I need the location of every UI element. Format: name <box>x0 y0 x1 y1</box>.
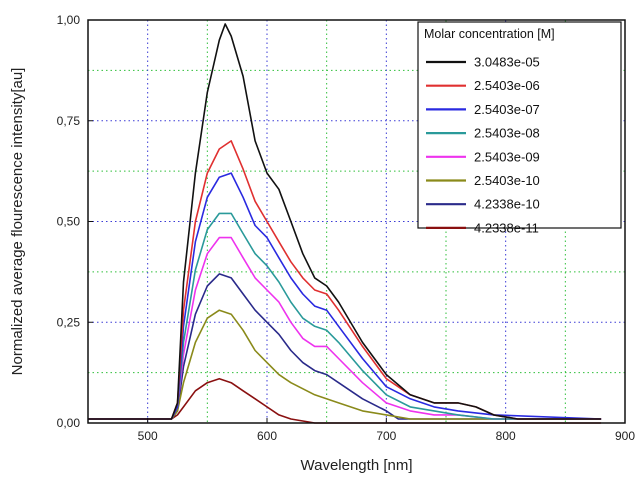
legend-label: 4.2338e-10 <box>474 197 540 212</box>
legend-label: 2.5403e-09 <box>474 149 540 164</box>
legend-label: 2.5403e-06 <box>474 78 540 93</box>
legend-title: Molar concentration [M] <box>424 27 555 41</box>
legend-label: 2.5403e-08 <box>474 126 540 141</box>
x-tick-label: 500 <box>138 429 158 443</box>
y-axis-title: Normalized average flourescence intensit… <box>9 68 26 376</box>
legend-box <box>417 21 622 229</box>
series-line <box>88 23 602 420</box>
y-tick-label: 1,00 <box>57 13 81 27</box>
y-tick-label: 0,25 <box>57 315 81 329</box>
series-line <box>88 273 602 420</box>
legend-label: 4.2338e-11 <box>474 220 539 235</box>
axis-ticks: 500 600 700 800 900 0,00 0,25 0,50 0,75 1,00 <box>57 13 636 443</box>
x-axis-title: Wavelength [nm] <box>301 457 413 474</box>
y-tick-label: 0,50 <box>57 215 81 229</box>
legend-label: 3.0483e-05 <box>474 55 540 70</box>
y-tick-label: 0,75 <box>57 114 81 128</box>
series-line <box>88 212 602 420</box>
x-tick-label: 900 <box>615 429 635 443</box>
series-line <box>88 236 602 420</box>
y-tick-label: 0,00 <box>57 416 81 430</box>
x-tick-label: 600 <box>257 429 277 443</box>
x-tick-label: 800 <box>496 429 516 443</box>
legend-label: 2.5403e-10 <box>474 173 540 188</box>
series-line <box>88 172 602 420</box>
series-line <box>88 309 602 420</box>
x-tick-label: 700 <box>376 429 396 443</box>
series-lines <box>88 23 602 424</box>
legend: Molar concentration [M] 3.0483e-05 2.5403… <box>417 21 622 235</box>
legend-label: 2.5403e-07 <box>474 102 540 117</box>
